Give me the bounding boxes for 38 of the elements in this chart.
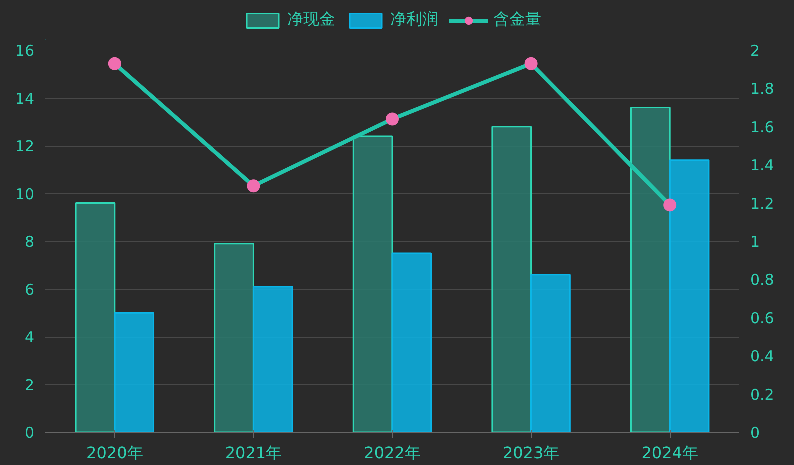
y2-tick-label: 0.4 (750, 348, 774, 366)
bar (630, 107, 671, 432)
x-tick-label: 2020年 (86, 444, 144, 462)
bar (114, 312, 155, 432)
y-tick-label: 10 (15, 185, 35, 204)
y2-tick-label: 1.4 (750, 156, 774, 175)
legend-label: 净利润 (390, 10, 438, 30)
y2-tick-label: 0.8 (750, 271, 774, 290)
bar (75, 202, 116, 432)
x-tick-label: 2022年 (364, 444, 421, 462)
y-tick-label: 0 (24, 424, 35, 442)
bar (392, 252, 432, 432)
bar (669, 160, 710, 432)
bar (492, 126, 532, 432)
legend-label: 含金量 (494, 10, 542, 30)
y-tick-label: 14 (15, 90, 35, 108)
y2-tick-label: 1.2 (750, 194, 774, 213)
y-tick-label: 12 (15, 138, 35, 156)
x-tick-label: 2024年 (642, 444, 698, 462)
y-tick-label: 6 (24, 280, 35, 299)
bar (352, 136, 394, 432)
bar (214, 243, 254, 432)
y-tick-label: 4 (24, 328, 35, 346)
x-tick-label: 2021年 (225, 444, 282, 462)
y-tick-label: 8 (24, 233, 35, 251)
bar (252, 286, 294, 432)
y2-tick-label: 1.8 (750, 80, 774, 98)
y-tick-label: 2 (24, 376, 35, 394)
x-tick-label: 2023年 (502, 444, 560, 462)
y2-tick-label: 0.6 (750, 309, 774, 328)
bar (530, 274, 571, 432)
y2-tick-label: 1 (750, 233, 760, 251)
y2-tick-label: 0.2 (750, 386, 774, 404)
legend-label: 净现金 (288, 10, 336, 30)
y-tick-label: 16 (15, 42, 35, 60)
y2-tick-label: 0 (750, 424, 760, 442)
y2-tick-label: 1.6 (750, 118, 774, 136)
y2-tick-label: 2 (750, 42, 760, 60)
